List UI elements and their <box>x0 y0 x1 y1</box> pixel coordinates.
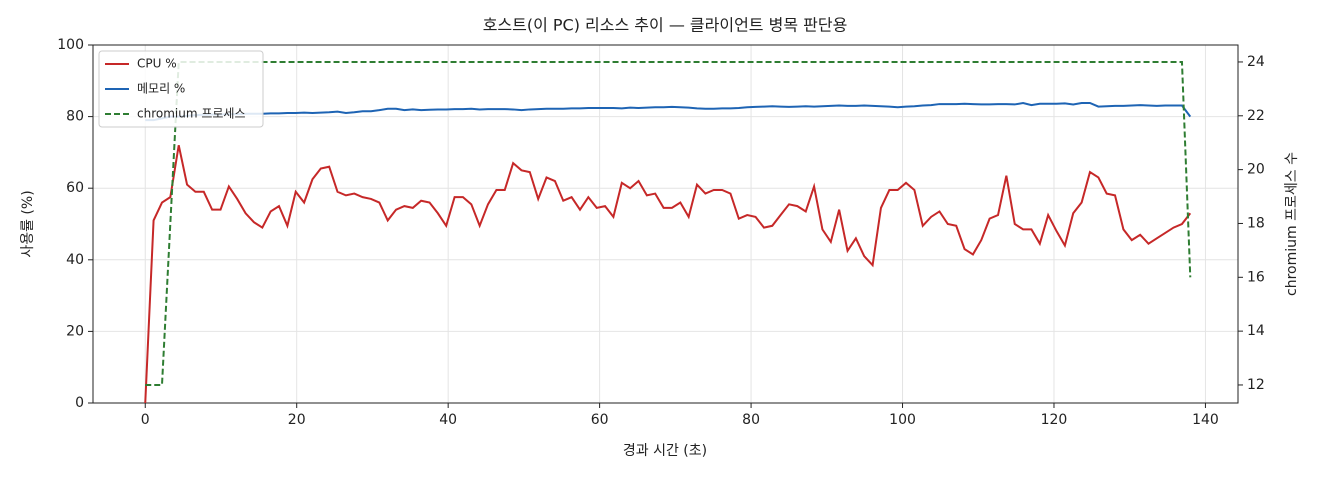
x-tick-label: 60 <box>591 412 609 428</box>
x-tick-label: 40 <box>439 412 457 428</box>
x-tick-label: 140 <box>1192 412 1219 428</box>
y-tick-label: 100 <box>57 37 84 53</box>
x-tick-label: 120 <box>1041 412 1068 428</box>
x-tick-label: 100 <box>889 412 916 428</box>
y-tick-label: 0 <box>75 395 84 411</box>
legend-label: CPU % <box>137 57 177 71</box>
plot-frame <box>92 44 1239 404</box>
y2-tick-label: 18 <box>1247 215 1265 231</box>
y-tick-label: 20 <box>66 323 84 339</box>
y2-tick-label: 16 <box>1247 269 1265 285</box>
x-tick-label: 0 <box>141 412 150 428</box>
legend-box <box>98 50 264 128</box>
y-tick-label: 80 <box>66 109 84 125</box>
y2-tick-label: 22 <box>1247 108 1265 124</box>
y2-axis-label: chromium 프로세스 수 <box>1284 152 1300 296</box>
legend-label: 메모리 % <box>137 82 185 96</box>
series-line <box>144 145 1192 404</box>
y-axis-label: 사용률 (%) <box>20 190 36 257</box>
y-tick-label: 40 <box>66 252 84 268</box>
y2-tick-label: 14 <box>1247 323 1265 339</box>
y2-tick-label: 20 <box>1247 162 1265 178</box>
x-tick-label: 20 <box>288 412 306 428</box>
y-tick-label: 60 <box>66 180 84 196</box>
y2-tick-label: 12 <box>1247 377 1265 393</box>
y2-tick-label: 24 <box>1247 54 1265 70</box>
x-axis-label: 경과 시간 (초) <box>623 443 707 459</box>
chart-title: 호스트(이 PC) 리소스 추이 — 클라이언트 병목 판단용 <box>483 16 848 35</box>
series-line <box>145 60 1192 386</box>
x-tick-label: 80 <box>742 412 760 428</box>
legend-label: chromium 프로세스 <box>137 107 246 121</box>
series-line <box>145 101 1192 122</box>
